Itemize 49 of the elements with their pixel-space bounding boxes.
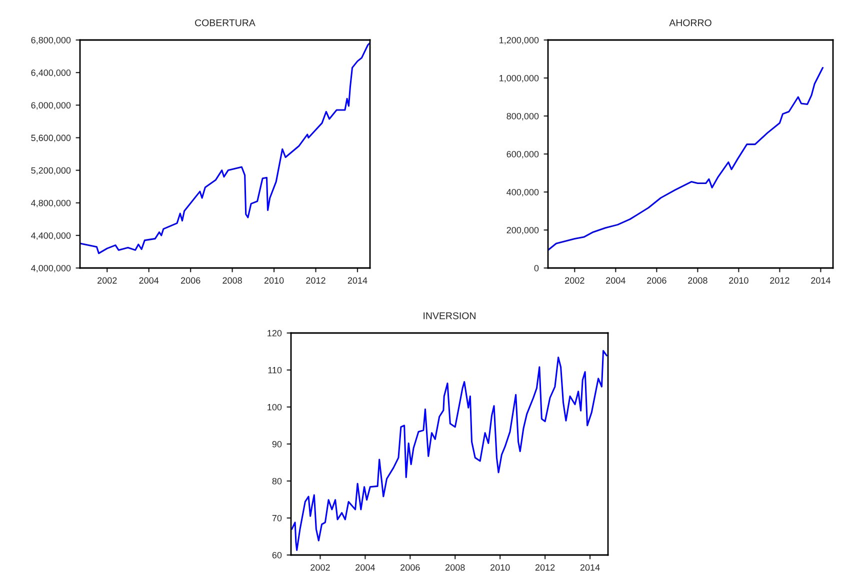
line-series <box>80 42 370 254</box>
y-tick-label: 1,000,000 <box>500 74 539 82</box>
chart-title: COBERTURA <box>195 19 256 26</box>
x-tick-label: 2006 <box>180 277 200 284</box>
x-tick-label: 2002 <box>98 277 117 284</box>
y-tick-label: 100 <box>268 404 282 410</box>
y-tick-label: 6,000,000 <box>31 102 71 110</box>
y-tick-label: 70 <box>272 514 282 522</box>
x-tick-label: 2006 <box>400 564 420 571</box>
y-tick-label: 0 <box>534 264 539 272</box>
y-tick-label: 400,000 <box>506 188 539 196</box>
y-tick-label: 6,800,000 <box>31 36 71 44</box>
x-tick-label: 2014 <box>811 277 830 284</box>
x-tick-label: 2002 <box>565 277 584 284</box>
x-tick-label: 2014 <box>580 564 600 571</box>
x-tick-label: 2008 <box>222 277 242 284</box>
y-tick-label: 200,000 <box>506 226 539 234</box>
y-tick-label: 4,000,000 <box>31 264 71 272</box>
x-tick-label: 2010 <box>264 277 284 284</box>
y-tick-label: 800,000 <box>506 112 539 120</box>
x-tick-label: 2012 <box>770 277 790 284</box>
y-tick-label: 60 <box>272 552 282 558</box>
y-tick-label: 5,600,000 <box>31 134 71 142</box>
x-tick-label: 2012 <box>535 564 555 571</box>
y-tick-label: 5,200,000 <box>31 167 71 175</box>
x-tick-label: 2002 <box>310 564 330 571</box>
chart-title: AHORRO <box>669 19 712 26</box>
line-series <box>548 66 824 251</box>
x-tick-label: 2008 <box>688 277 708 284</box>
x-tick-label: 2012 <box>306 277 326 284</box>
y-tick-label: 90 <box>272 440 282 448</box>
x-tick-label: 2004 <box>356 564 375 571</box>
x-tick-label: 2010 <box>490 564 510 571</box>
x-tick-label: 2008 <box>446 564 465 571</box>
y-tick-label: 1,200,000 <box>500 36 539 44</box>
y-tick-label: 4,800,000 <box>31 200 71 208</box>
x-tick-label: 2004 <box>606 277 626 284</box>
line-series <box>291 350 608 551</box>
x-tick-label: 2010 <box>729 277 748 284</box>
y-tick-label: 6,400,000 <box>31 70 71 77</box>
x-tick-label: 2006 <box>647 277 666 284</box>
chart-title: INVERSION <box>424 312 476 320</box>
x-tick-label: 2014 <box>348 277 368 284</box>
y-tick-label: 600,000 <box>506 150 539 158</box>
y-tick-label: 120 <box>268 330 282 336</box>
y-tick-label: 80 <box>272 478 282 484</box>
y-tick-label: 110 <box>268 366 282 374</box>
x-tick-label: 2004 <box>139 277 159 284</box>
y-tick-label: 4,400,000 <box>31 232 71 240</box>
